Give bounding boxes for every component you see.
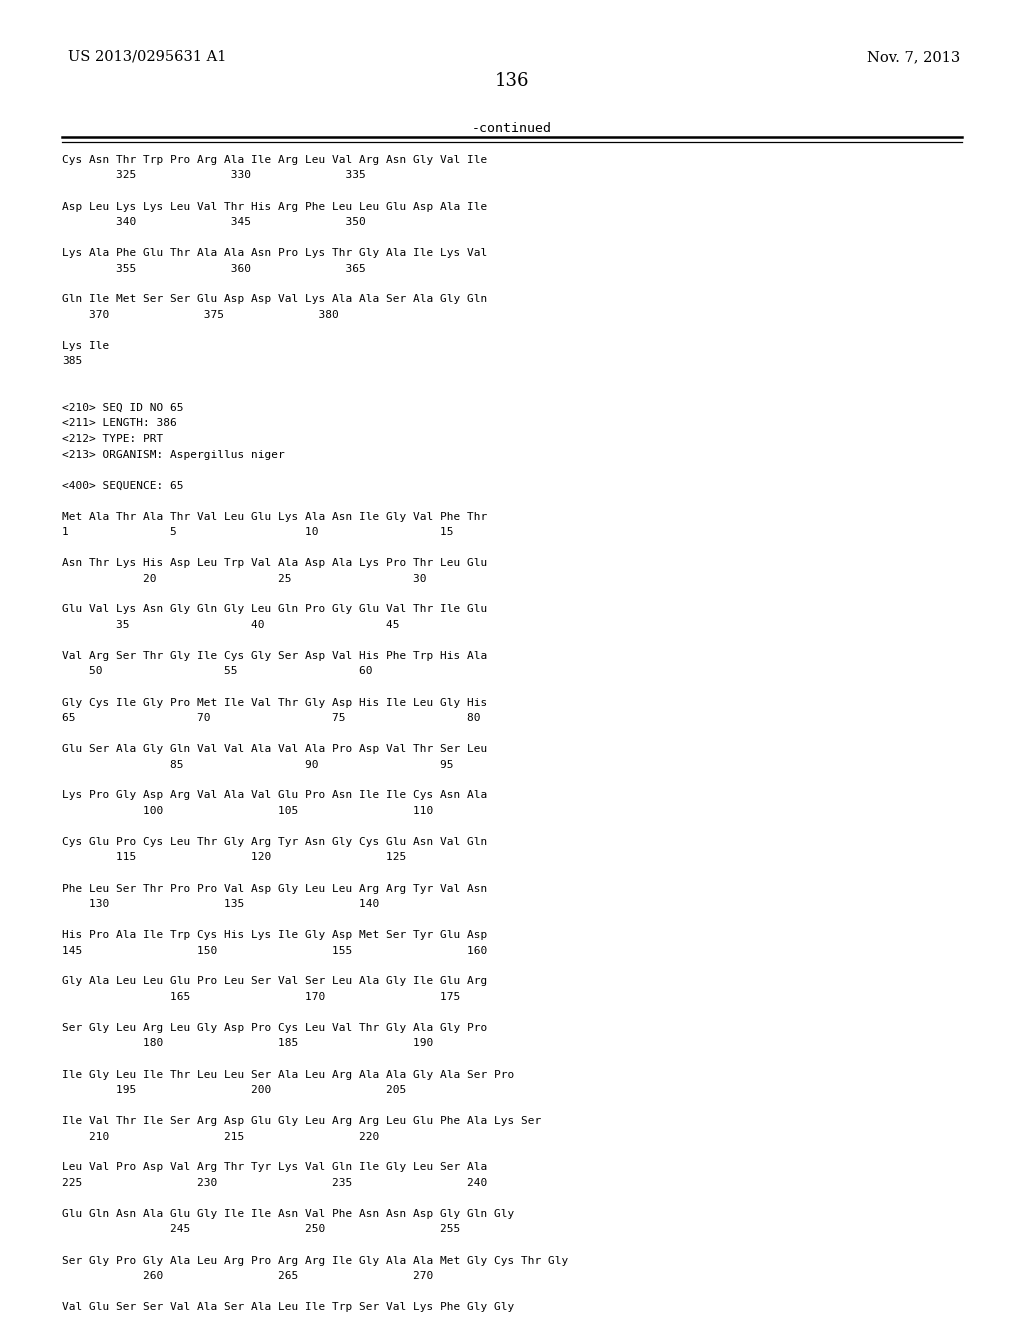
Text: <211> LENGTH: 386: <211> LENGTH: 386 [62, 418, 177, 429]
Text: Cys Asn Thr Trp Pro Arg Ala Ile Arg Leu Val Arg Asn Gly Val Ile: Cys Asn Thr Trp Pro Arg Ala Ile Arg Leu … [62, 154, 487, 165]
Text: 50                  55                  60: 50 55 60 [62, 667, 373, 676]
Text: Asp Leu Lys Lys Leu Val Thr His Arg Phe Leu Leu Glu Asp Ala Ile: Asp Leu Lys Lys Leu Val Thr His Arg Phe … [62, 202, 487, 211]
Text: 325              330              335: 325 330 335 [62, 170, 366, 181]
Text: 165                 170                 175: 165 170 175 [62, 993, 460, 1002]
Text: 370              375              380: 370 375 380 [62, 310, 339, 319]
Text: Gly Ala Leu Leu Glu Pro Leu Ser Val Ser Leu Ala Gly Ile Glu Arg: Gly Ala Leu Leu Glu Pro Leu Ser Val Ser … [62, 977, 487, 986]
Text: <210> SEQ ID NO 65: <210> SEQ ID NO 65 [62, 403, 183, 413]
Text: 225                 230                 235                 240: 225 230 235 240 [62, 1177, 487, 1188]
Text: Glu Gln Asn Ala Glu Gly Ile Ile Asn Val Phe Asn Asn Asp Gly Gln Gly: Glu Gln Asn Ala Glu Gly Ile Ile Asn Val … [62, 1209, 514, 1218]
Text: <400> SEQUENCE: 65: <400> SEQUENCE: 65 [62, 480, 183, 491]
Text: Leu Val Pro Asp Val Arg Thr Tyr Lys Val Gln Ile Gly Leu Ser Ala: Leu Val Pro Asp Val Arg Thr Tyr Lys Val … [62, 1163, 487, 1172]
Text: Nov. 7, 2013: Nov. 7, 2013 [866, 50, 961, 63]
Text: 385: 385 [62, 356, 82, 367]
Text: 210                 215                 220: 210 215 220 [62, 1131, 379, 1142]
Text: Ile Val Thr Ile Ser Arg Asp Glu Gly Leu Arg Arg Leu Glu Phe Ala Lys Ser: Ile Val Thr Ile Ser Arg Asp Glu Gly Leu … [62, 1115, 542, 1126]
Text: 180                 185                 190: 180 185 190 [62, 1039, 433, 1048]
Text: Met Ala Thr Ala Thr Val Leu Glu Lys Ala Asn Ile Gly Val Phe Thr: Met Ala Thr Ala Thr Val Leu Glu Lys Ala … [62, 511, 487, 521]
Text: Lys Ala Phe Glu Thr Ala Ala Asn Pro Lys Thr Gly Ala Ile Lys Val: Lys Ala Phe Glu Thr Ala Ala Asn Pro Lys … [62, 248, 487, 257]
Text: 260                 265                 270: 260 265 270 [62, 1271, 433, 1280]
Text: Glu Ser Ala Gly Gln Val Val Ala Val Ala Pro Asp Val Thr Ser Leu: Glu Ser Ala Gly Gln Val Val Ala Val Ala … [62, 744, 487, 754]
Text: 245                 250                 255: 245 250 255 [62, 1225, 460, 1234]
Text: Gln Ile Met Ser Ser Glu Asp Asp Val Lys Ala Ala Ser Ala Gly Gln: Gln Ile Met Ser Ser Glu Asp Asp Val Lys … [62, 294, 487, 305]
Text: 65                  70                  75                  80: 65 70 75 80 [62, 713, 480, 723]
Text: 355              360              365: 355 360 365 [62, 264, 366, 273]
Text: 100                 105                 110: 100 105 110 [62, 807, 433, 816]
Text: Val Arg Ser Thr Gly Ile Cys Gly Ser Asp Val His Phe Trp His Ala: Val Arg Ser Thr Gly Ile Cys Gly Ser Asp … [62, 651, 487, 661]
Text: Ser Gly Pro Gly Ala Leu Arg Pro Arg Arg Ile Gly Ala Ala Met Gly Cys Thr Gly: Ser Gly Pro Gly Ala Leu Arg Pro Arg Arg … [62, 1255, 568, 1266]
Text: 1               5                   10                  15: 1 5 10 15 [62, 527, 454, 537]
Text: Asn Thr Lys His Asp Leu Trp Val Ala Asp Ala Lys Pro Thr Leu Glu: Asn Thr Lys His Asp Leu Trp Val Ala Asp … [62, 558, 487, 568]
Text: Lys Ile: Lys Ile [62, 341, 110, 351]
Text: 35                  40                  45: 35 40 45 [62, 620, 399, 630]
Text: -continued: -continued [472, 121, 552, 135]
Text: Phe Leu Ser Thr Pro Pro Val Asp Gly Leu Leu Arg Arg Tyr Val Asn: Phe Leu Ser Thr Pro Pro Val Asp Gly Leu … [62, 883, 487, 894]
Text: His Pro Ala Ile Trp Cys His Lys Ile Gly Asp Met Ser Tyr Glu Asp: His Pro Ala Ile Trp Cys His Lys Ile Gly … [62, 931, 487, 940]
Text: Ser Gly Leu Arg Leu Gly Asp Pro Cys Leu Val Thr Gly Ala Gly Pro: Ser Gly Leu Arg Leu Gly Asp Pro Cys Leu … [62, 1023, 487, 1034]
Text: Glu Val Lys Asn Gly Gln Gly Leu Gln Pro Gly Glu Val Thr Ile Glu: Glu Val Lys Asn Gly Gln Gly Leu Gln Pro … [62, 605, 487, 615]
Text: 136: 136 [495, 73, 529, 90]
Text: 340              345              350: 340 345 350 [62, 216, 366, 227]
Text: Cys Glu Pro Cys Leu Thr Gly Arg Tyr Asn Gly Cys Glu Asn Val Gln: Cys Glu Pro Cys Leu Thr Gly Arg Tyr Asn … [62, 837, 487, 847]
Text: 195                 200                 205: 195 200 205 [62, 1085, 407, 1096]
Text: US 2013/0295631 A1: US 2013/0295631 A1 [68, 50, 226, 63]
Text: <212> TYPE: PRT: <212> TYPE: PRT [62, 434, 163, 444]
Text: Gly Cys Ile Gly Pro Met Ile Val Thr Gly Asp His Ile Leu Gly His: Gly Cys Ile Gly Pro Met Ile Val Thr Gly … [62, 697, 487, 708]
Text: Lys Pro Gly Asp Arg Val Ala Val Glu Pro Asn Ile Ile Cys Asn Ala: Lys Pro Gly Asp Arg Val Ala Val Glu Pro … [62, 791, 487, 800]
Text: 130                 135                 140: 130 135 140 [62, 899, 379, 909]
Text: Ile Gly Leu Ile Thr Leu Leu Ser Ala Leu Arg Ala Ala Gly Ala Ser Pro: Ile Gly Leu Ile Thr Leu Leu Ser Ala Leu … [62, 1069, 514, 1080]
Text: <213> ORGANISM: Aspergillus niger: <213> ORGANISM: Aspergillus niger [62, 450, 285, 459]
Text: 145                 150                 155                 160: 145 150 155 160 [62, 945, 487, 956]
Text: 85                  90                  95: 85 90 95 [62, 759, 454, 770]
Text: 115                 120                 125: 115 120 125 [62, 853, 407, 862]
Text: Val Glu Ser Ser Val Ala Ser Ala Leu Ile Trp Ser Val Lys Phe Gly Gly: Val Glu Ser Ser Val Ala Ser Ala Leu Ile … [62, 1302, 514, 1312]
Text: 20                  25                  30: 20 25 30 [62, 573, 427, 583]
